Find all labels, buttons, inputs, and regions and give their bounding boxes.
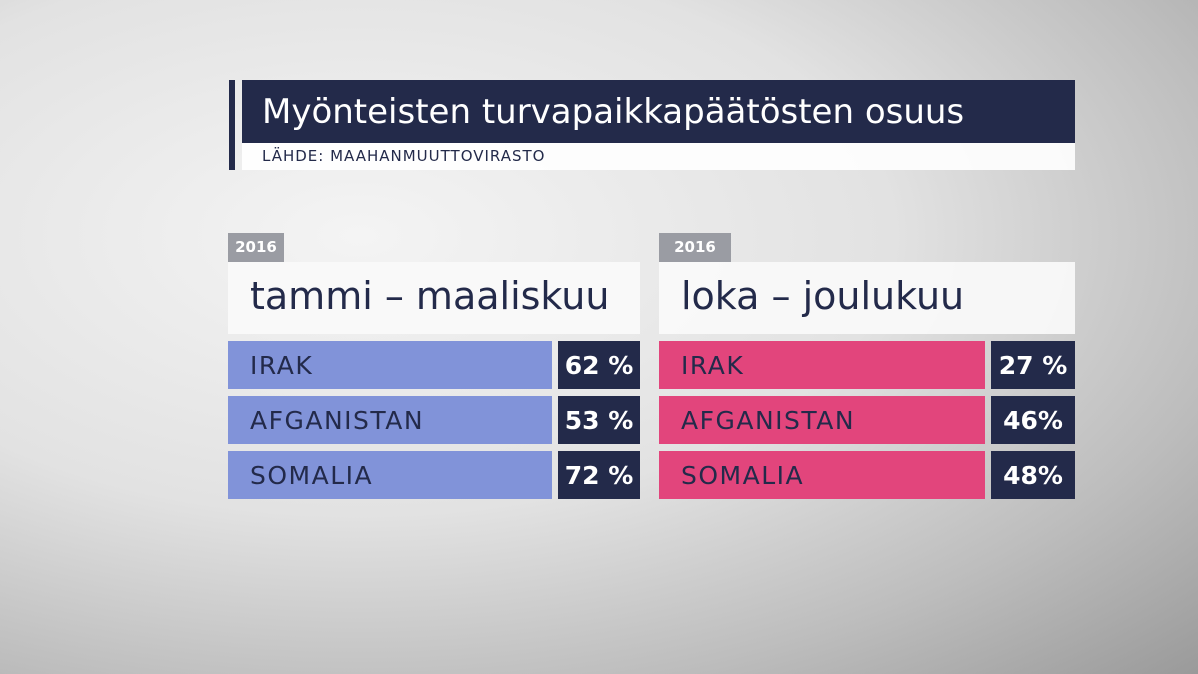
period: tammi – maaliskuu bbox=[228, 262, 640, 334]
period: loka – joulukuu bbox=[659, 262, 1075, 334]
share-value: 27 % bbox=[991, 341, 1075, 389]
year-tag: 2016 bbox=[228, 233, 284, 262]
accent-bar bbox=[229, 80, 235, 170]
year-tag: 2016 bbox=[659, 233, 731, 262]
country-label: IRAK bbox=[659, 341, 985, 389]
share-value: 46% bbox=[991, 396, 1075, 444]
share-value: 53 % bbox=[558, 396, 640, 444]
country-label: AFGANISTAN bbox=[228, 396, 552, 444]
source: LÄHDE: MAAHANMUUTTOVIRASTO bbox=[242, 143, 1075, 170]
country-label: IRAK bbox=[228, 341, 552, 389]
country-label: SOMALIA bbox=[659, 451, 985, 499]
share-value: 72 % bbox=[558, 451, 640, 499]
share-value: 62 % bbox=[558, 341, 640, 389]
country-label: AFGANISTAN bbox=[659, 396, 985, 444]
country-label: SOMALIA bbox=[228, 451, 552, 499]
share-value: 48% bbox=[991, 451, 1075, 499]
title: Myönteisten turvapaikkapäätösten osuus bbox=[242, 80, 1075, 143]
